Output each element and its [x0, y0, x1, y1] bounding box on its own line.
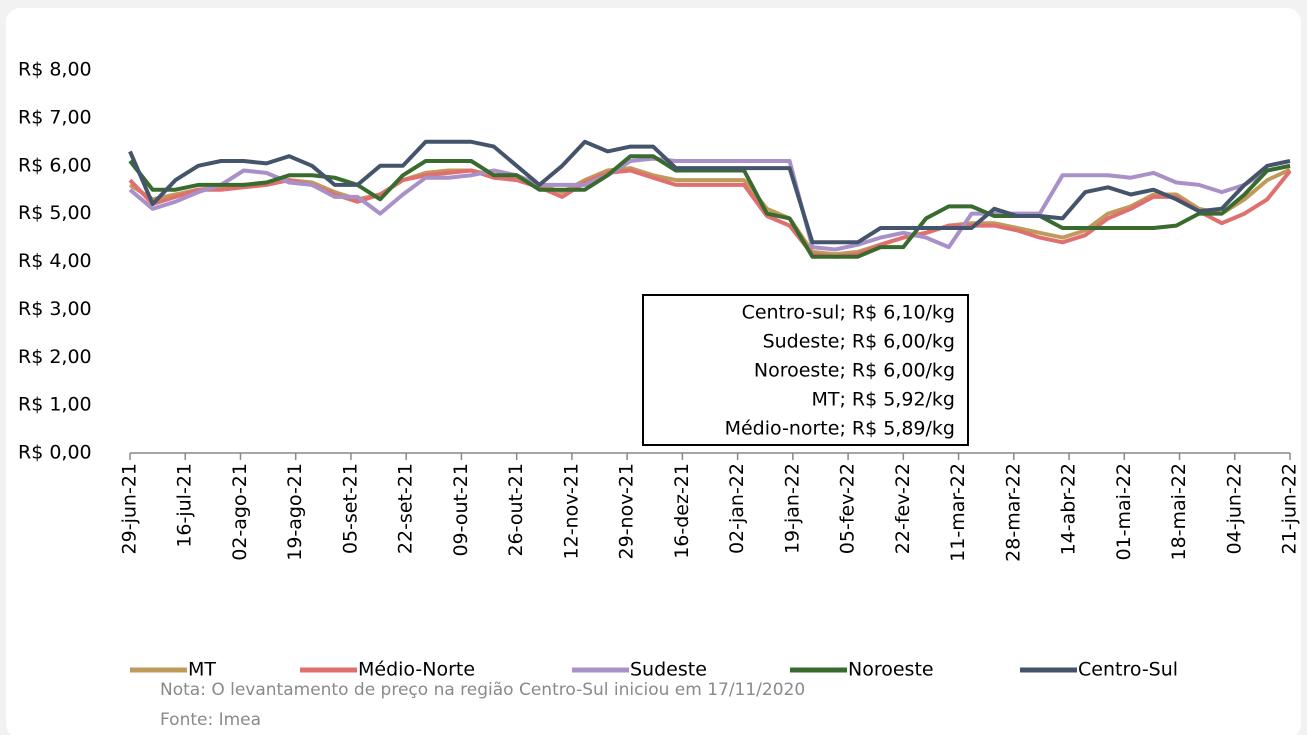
x-tick-label: 04-jun-22 — [1223, 463, 1245, 554]
x-tick-label: 29-jun-21 — [119, 463, 141, 554]
x-tick-label: 01-mai-22 — [1113, 463, 1135, 561]
y-tick-label: R$ 3,00 — [18, 298, 92, 320]
series-line — [128, 139, 1291, 245]
x-tick-label: 22-fev-22 — [892, 463, 914, 554]
x-tick-label: 11-mar-22 — [947, 463, 969, 562]
x-tick-label: 05-set-21 — [339, 463, 361, 554]
y-tick-label: R$ 6,00 — [18, 154, 92, 176]
x-tick-label: 19-jan-22 — [781, 463, 803, 554]
legend-label: Noroeste — [848, 659, 934, 681]
legend-label: Sudeste — [630, 659, 707, 681]
x-tick-label: 16-dez-21 — [671, 463, 693, 559]
x-tick-label: 29-nov-21 — [616, 463, 638, 559]
y-tick-label: R$ 8,00 — [18, 59, 92, 81]
x-tick-label: 09-out-21 — [450, 463, 472, 557]
annotation: Sudeste; R$ 6,00/kg — [763, 331, 955, 353]
series-line — [128, 166, 1291, 257]
x-tick-label: 02-ago-21 — [229, 463, 251, 561]
x-tick-label: 28-mar-22 — [1002, 463, 1024, 562]
x-tick-label: 16-jul-21 — [174, 463, 196, 548]
y-tick-label: R$ 7,00 — [18, 106, 92, 128]
x-tick-label: 26-out-21 — [505, 463, 527, 557]
y-tick-label: R$ 2,00 — [18, 346, 92, 368]
y-tick-label: R$ 5,00 — [18, 202, 92, 224]
legend-label: Centro-Sul — [1078, 659, 1178, 681]
source: Fonte: Imea — [160, 710, 261, 730]
x-tick-label: 02-jan-22 — [726, 463, 748, 554]
note: Nota: O levantamento de preço na região … — [160, 680, 805, 700]
x-tick-label: 05-fev-22 — [837, 463, 859, 554]
x-tick-label: 12-nov-21 — [560, 463, 582, 559]
x-tick-label: 18-mai-22 — [1168, 463, 1190, 561]
legend-label: Médio-Norte — [358, 659, 475, 681]
y-tick-label: R$ 0,00 — [18, 442, 92, 464]
annotation: MT; R$ 5,92/kg — [811, 389, 955, 411]
annotation: Médio-norte; R$ 5,89/kg — [725, 418, 955, 440]
x-tick-label: 21-jun-22 — [1279, 463, 1301, 554]
x-tick-label: 22-set-21 — [395, 463, 417, 554]
annotation-box — [642, 294, 969, 446]
y-tick-label: R$ 1,00 — [18, 394, 92, 416]
x-tick-label: 14-abr-22 — [1058, 463, 1080, 555]
legend-label: MT — [188, 659, 216, 681]
x-tick-label: 19-ago-21 — [284, 463, 306, 561]
series-line — [128, 156, 1291, 252]
annotation: Centro-sul; R$ 6,10/kg — [742, 302, 955, 324]
y-tick-label: R$ 4,00 — [18, 250, 92, 272]
annotation: Noroeste; R$ 6,00/kg — [754, 360, 955, 382]
